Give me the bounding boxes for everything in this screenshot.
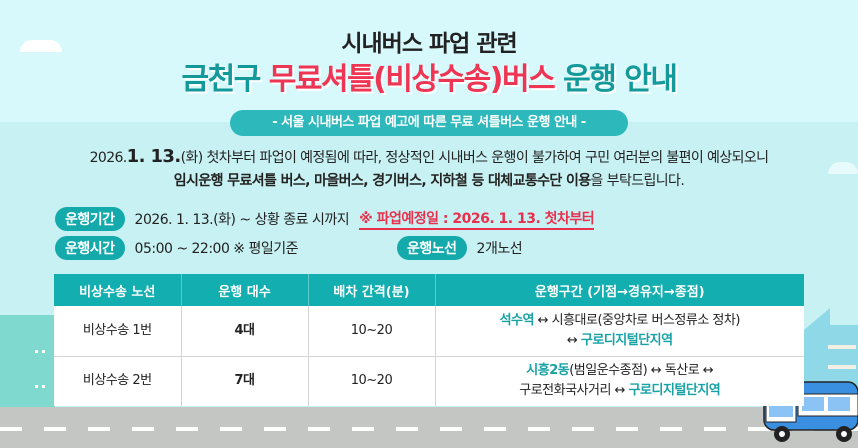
col-route: 비상수송 노선 bbox=[54, 274, 182, 306]
period-row: 운행기간 2026. 1. 13.(화) ~ 상황 종료 시까지 ※ 파업예정일… bbox=[55, 207, 595, 231]
segment-end: 구로디지털단지역 bbox=[580, 332, 673, 348]
routes-label: 운행노선 bbox=[397, 236, 467, 260]
title-line1: 시내버스 파업 관련 bbox=[341, 31, 517, 57]
period-value: 2026. 1. 13.(화) ~ 상황 종료 시까지 bbox=[134, 212, 350, 228]
hours-label: 운행시간 bbox=[55, 236, 125, 260]
bus-icon bbox=[760, 381, 858, 442]
interval: 10~20 bbox=[308, 356, 436, 406]
title-part-c: 운행 안내 bbox=[554, 62, 678, 97]
segment-start: 석수역 bbox=[499, 312, 535, 328]
segment-via: (범일운수종점) ↔ 독산로 ↔ bbox=[569, 363, 714, 379]
routes-value: 2개노선 bbox=[476, 241, 523, 257]
routes-row: 운행노선 2개노선 bbox=[397, 236, 523, 260]
table-row: 비상수송 1번 4대 10~20 석수역 ↔ 시흥대로(중앙차로 버스정류소 정… bbox=[54, 306, 804, 357]
bus-count: 4대 bbox=[181, 306, 309, 357]
bus-count: 7대 bbox=[181, 356, 309, 406]
intro-line2-bold: 임시운행 무료셔틀 버스, 마을버스, 경기버스, 지하철 등 대체교통수단 이… bbox=[173, 173, 591, 189]
building-icon bbox=[0, 315, 55, 408]
segment-arrow: ↔ bbox=[566, 332, 581, 348]
col-segment: 운행구간 (기점→경유지→종점) bbox=[435, 274, 804, 306]
date-md: 1. 13. bbox=[126, 146, 182, 167]
cloud-icon bbox=[828, 162, 858, 174]
segment-via2: 구로전화국사거리 ↔ bbox=[519, 383, 629, 399]
segment: 석수역 ↔ 시흥대로(중앙차로 버스정류소 정차) ↔ 구로디지털단지역 bbox=[435, 306, 804, 357]
strike-notice: ※ 파업예정일 : 2026. 1. 13. 첫차부터 bbox=[359, 208, 595, 230]
route-name: 비상수송 2번 bbox=[54, 356, 182, 406]
intro-paragraph: 2026.1. 13.(화) 첫차부터 파업이 예정됨에 따라, 정상적인 시내… bbox=[0, 145, 858, 193]
col-buses: 운행 대수 bbox=[181, 274, 309, 306]
segment: 시흥2동(범일운수종점) ↔ 독산로 ↔ 구로전화국사거리 ↔ 구로디지털단지역 bbox=[435, 356, 804, 406]
table-header: 비상수송 노선 운행 대수 배차 간격(분) 운행구간 (기점→경유지→종점) bbox=[54, 274, 804, 306]
table-row: 비상수송 2번 7대 10~20 시흥2동(범일운수종점) ↔ 독산로 ↔ 구로전… bbox=[54, 356, 804, 406]
date-year: 2026. bbox=[89, 150, 128, 166]
segment-via: ↔ 시흥대로(중앙차로 버스정류소 정차) bbox=[533, 312, 741, 328]
road-dashes bbox=[0, 427, 858, 431]
subtitle-pill: - 서울 시내버스 파업 예고에 따른 무료 셔틀버스 운행 안내 - bbox=[230, 110, 628, 136]
title-part-a: 금천구 bbox=[181, 62, 269, 97]
hours-value: 05:00 ~ 22:00 ※ 평일기준 bbox=[134, 241, 299, 257]
routes-table: 비상수송 노선 운행 대수 배차 간격(분) 운행구간 (기점→경유지→종점) … bbox=[54, 274, 804, 406]
intro-line1: (화) 첫차부터 파업이 예정됨에 따라, 정상적인 시내버스 운행이 불가하여… bbox=[180, 150, 769, 166]
cloud-icon bbox=[20, 40, 62, 52]
segment-start: 시흥2동 bbox=[526, 363, 570, 379]
route-name: 비상수송 1번 bbox=[54, 306, 182, 357]
hours-row: 운행시간 05:00 ~ 22:00 ※ 평일기준 bbox=[55, 236, 299, 260]
intro-line2-rest: 을 부탁드립니다. bbox=[590, 173, 685, 189]
interval: 10~20 bbox=[308, 306, 436, 357]
col-interval: 배차 간격(분) bbox=[308, 274, 436, 306]
title-part-b: 무료셔틀(비상수송)버스 bbox=[268, 62, 556, 97]
period-label: 운행기간 bbox=[55, 207, 125, 231]
segment-end: 구로디지털단지역 bbox=[628, 383, 721, 399]
main-title: 금천구 무료셔틀(비상수송)버스 운행 안내 bbox=[0, 54, 858, 98]
